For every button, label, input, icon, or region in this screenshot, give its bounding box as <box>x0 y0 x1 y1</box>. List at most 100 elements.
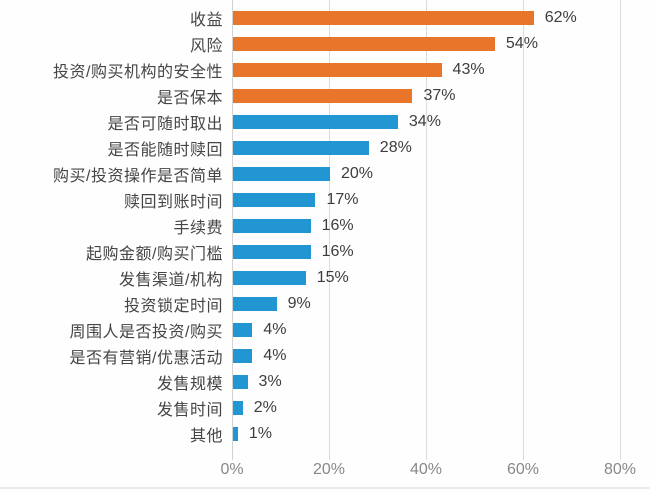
category-label: 是否保本 <box>156 90 223 107</box>
value-label: 37% <box>423 87 456 104</box>
bar <box>233 401 243 415</box>
category-label: 手续费 <box>173 220 223 237</box>
bar-area: 3% <box>233 369 650 395</box>
gridline <box>329 0 330 460</box>
category-label: 起购金额/购买门槛 <box>86 246 223 263</box>
chart-row: 周围人是否投资/购买 4% <box>0 317 650 343</box>
bar-area: 16% <box>233 239 650 265</box>
value-label: 62% <box>544 9 577 26</box>
bottom-divider <box>0 487 650 489</box>
value-label: 15% <box>316 269 349 286</box>
bar-area: 4% <box>233 317 650 343</box>
category-label: 赎回到账时间 <box>123 194 223 211</box>
bar <box>233 349 253 363</box>
value-label: 16% <box>321 217 354 234</box>
bar <box>233 37 495 51</box>
chart-row: 起购金额/购买门槛 16% <box>0 239 650 265</box>
category-label: 购买/投资操作是否简单 <box>53 168 223 185</box>
bar-area: 62% <box>233 5 650 31</box>
gridline <box>523 0 524 460</box>
value-label: 34% <box>408 113 441 130</box>
x-axis-tick-label: 40% <box>409 461 443 478</box>
bar <box>233 297 277 311</box>
chart-row: 发售渠道/机构 15% <box>0 265 650 291</box>
bar <box>233 375 248 389</box>
category-label: 是否能随时赎回 <box>107 142 223 159</box>
value-label: 4% <box>263 321 287 338</box>
x-axis-tick-label: 80% <box>603 461 637 478</box>
bar-area: 2% <box>233 395 650 421</box>
x-axis-tick-label: 0% <box>220 461 244 478</box>
chart-row: 其他 1% <box>0 421 650 447</box>
chart-row: 风险 54% <box>0 31 650 57</box>
value-label: 54% <box>505 35 538 52</box>
value-label: 17% <box>326 191 359 208</box>
bar <box>233 323 253 337</box>
chart-row: 投资锁定时间 9% <box>0 291 650 317</box>
gridline <box>232 0 233 460</box>
category-label: 投资锁定时间 <box>123 298 223 315</box>
value-label: 2% <box>253 399 277 416</box>
category-label: 是否有营销/优惠活动 <box>69 350 223 367</box>
category-label: 发售规模 <box>156 376 223 393</box>
chart-row: 是否可随时取出 34% <box>0 109 650 135</box>
category-label: 风险 <box>189 38 223 55</box>
bar-area: 28% <box>233 135 650 161</box>
value-label: 1% <box>248 425 272 442</box>
bar-area: 1% <box>233 421 650 447</box>
category-label: 发售渠道/机构 <box>119 272 223 289</box>
category-label: 收益 <box>189 12 223 29</box>
bar <box>233 271 306 285</box>
gridline <box>426 0 427 460</box>
value-label: 9% <box>287 295 311 312</box>
bar <box>233 219 311 233</box>
x-axis: 0% 20% 40% 60% 80% <box>0 459 650 485</box>
bar <box>233 11 534 25</box>
chart-row: 是否能随时赎回 28% <box>0 135 650 161</box>
bar-area: 54% <box>233 31 650 57</box>
chart-row: 手续费 16% <box>0 213 650 239</box>
category-label: 发售时间 <box>156 402 223 419</box>
bar-area: 16% <box>233 213 650 239</box>
value-label: 28% <box>379 139 412 156</box>
chart-row: 是否有营销/优惠活动 4% <box>0 343 650 369</box>
bar-area: 20% <box>233 161 650 187</box>
chart-row: 购买/投资操作是否简单 20% <box>0 161 650 187</box>
bar <box>233 89 413 103</box>
value-label: 3% <box>258 373 282 390</box>
bar-area: 15% <box>233 265 650 291</box>
chart-row: 是否保本 37% <box>0 83 650 109</box>
value-label: 4% <box>263 347 287 364</box>
value-label: 43% <box>452 61 485 78</box>
value-label: 16% <box>321 243 354 260</box>
category-label: 其他 <box>189 428 223 445</box>
grid-layer <box>232 0 621 460</box>
bar <box>233 63 442 77</box>
bar-area: 4% <box>233 343 650 369</box>
gridline <box>620 0 621 460</box>
bar-area: 34% <box>233 109 650 135</box>
bar <box>233 167 330 181</box>
x-axis-tick-label: 60% <box>506 461 540 478</box>
chart-row: 发售规模 3% <box>0 369 650 395</box>
x-axis-tick-label: 20% <box>312 461 346 478</box>
chart-row: 投资/购买机构的安全性 43% <box>0 57 650 83</box>
category-label: 周围人是否投资/购买 <box>69 324 223 341</box>
bar-area: 43% <box>233 57 650 83</box>
chart-row: 收益 62% <box>0 5 650 31</box>
chart-row: 发售时间 2% <box>0 395 650 421</box>
bar <box>233 427 238 441</box>
bar <box>233 193 316 207</box>
rows-layer: 收益 62% 风险 54% 投资/购买机构的安全性 43% 是否保本 37% 是否可随时取出 34… <box>0 5 650 447</box>
bar <box>233 141 369 155</box>
bar-area: 37% <box>233 83 650 109</box>
bar-area: 9% <box>233 291 650 317</box>
category-label: 是否可随时取出 <box>107 116 223 133</box>
chart-row: 赎回到账时间 17% <box>0 187 650 213</box>
bar-area: 17% <box>233 187 650 213</box>
value-label: 20% <box>341 165 374 182</box>
bar <box>233 245 311 259</box>
bar <box>233 115 398 129</box>
category-label: 投资/购买机构的安全性 <box>53 64 223 81</box>
